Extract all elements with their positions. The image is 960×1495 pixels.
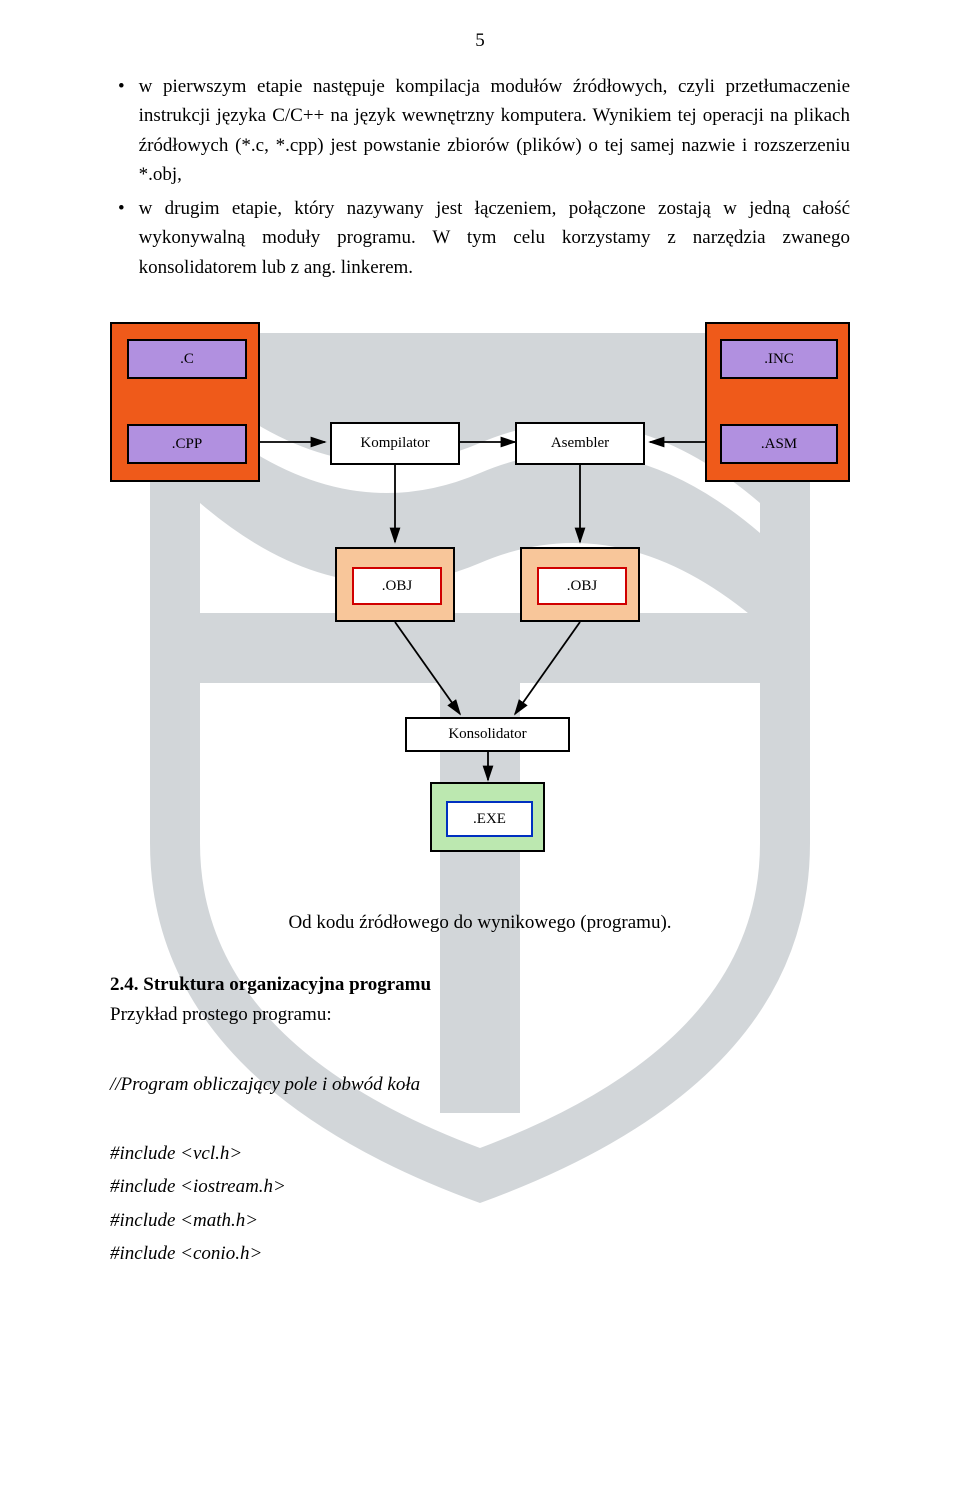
code-comment: //Program obliczający pole i obwód koła [110, 1070, 850, 1099]
section-intro: Przykład prostego programu: [110, 1000, 850, 1029]
obj2-group: .OBJ [520, 547, 640, 622]
compilation-diagram: .C .CPP .INC .ASM Kompilator Asembler .O… [110, 322, 850, 882]
page-number: 5 [110, 30, 850, 52]
source-c-group: .C .CPP [110, 322, 260, 482]
diagram-caption: Od kodu źródłowego do wynikowego (progra… [110, 912, 850, 934]
exe-group: .EXE [430, 782, 545, 852]
node-konsolidator: Konsolidator [405, 717, 570, 752]
include-conio: #include <conio.h> [110, 1239, 850, 1268]
node-kompilator: Kompilator [330, 422, 460, 465]
node-asm: .ASM [720, 424, 838, 464]
source-asm-group: .INC .ASM [705, 322, 850, 482]
include-vcl: #include <vcl.h> [110, 1139, 850, 1168]
bullet-2-text: w drugim etapie, który nazywany jest łąc… [139, 194, 850, 282]
include-math: #include <math.h> [110, 1206, 850, 1235]
bullet-icon: • [118, 72, 125, 101]
node-c: .C [127, 339, 247, 379]
obj1-group: .OBJ [335, 547, 455, 622]
node-asembler: Asembler [515, 422, 645, 465]
node-obj1: .OBJ [352, 567, 442, 605]
bullet-1-text: w pierwszym etapie następuje kompilacja … [139, 72, 850, 190]
bullet-icon: • [118, 194, 125, 223]
node-cpp: .CPP [127, 424, 247, 464]
node-obj2: .OBJ [537, 567, 627, 605]
node-exe: .EXE [446, 801, 533, 837]
node-inc: .INC [720, 339, 838, 379]
section-heading: 2.4. Struktura organizacyjna programu [110, 974, 850, 996]
include-iostream: #include <iostream.h> [110, 1172, 850, 1201]
